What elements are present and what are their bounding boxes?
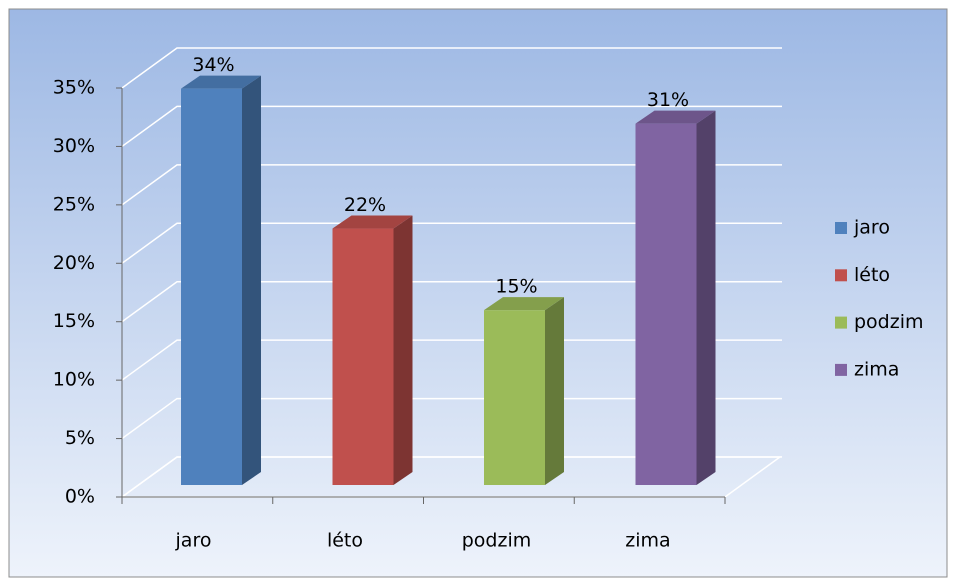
bar bbox=[181, 88, 242, 486]
y-tick-label: 0% bbox=[65, 486, 95, 508]
value-label: 15% bbox=[495, 276, 537, 298]
legend-label: podzim bbox=[854, 311, 924, 333]
value-label: 22% bbox=[344, 194, 386, 216]
y-tick-label: 35% bbox=[53, 77, 95, 99]
grid-line bbox=[121, 164, 782, 206]
bar-top bbox=[181, 75, 261, 89]
x-tick-label: podzim bbox=[462, 530, 532, 552]
y-tick-label: 10% bbox=[53, 369, 95, 391]
legend-swatch bbox=[835, 269, 847, 282]
legend-swatch bbox=[835, 316, 847, 329]
grid-line bbox=[121, 456, 782, 498]
legend-swatch bbox=[835, 222, 847, 234]
bar-top bbox=[635, 110, 716, 124]
bar-side bbox=[393, 215, 413, 486]
bar-side bbox=[242, 75, 261, 486]
grid-line bbox=[121, 397, 782, 440]
x-tick-label: léto bbox=[327, 530, 363, 552]
legend-label: jaro bbox=[853, 217, 890, 239]
grid-line bbox=[121, 280, 782, 323]
y-tick-label: 20% bbox=[53, 252, 95, 274]
bar bbox=[332, 228, 394, 486]
x-tick-label: zima bbox=[625, 530, 670, 552]
bar-top bbox=[484, 297, 564, 311]
grid-line bbox=[121, 47, 782, 89]
legend-label: léto bbox=[854, 264, 890, 286]
grid-line bbox=[121, 105, 782, 148]
bar bbox=[635, 123, 697, 485]
legend-label: zima bbox=[854, 358, 899, 380]
bar-top bbox=[332, 215, 413, 229]
grid-line bbox=[121, 222, 782, 264]
bar bbox=[484, 310, 545, 485]
chart-background bbox=[8, 8, 948, 578]
y-tick-label: 30% bbox=[53, 135, 95, 157]
y-tick-label: 5% bbox=[65, 427, 95, 449]
grid-line bbox=[121, 339, 782, 381]
y-tick-label: 25% bbox=[53, 193, 95, 215]
bar-side bbox=[696, 110, 716, 485]
legend-swatch bbox=[835, 363, 847, 376]
x-tick-label: jaro bbox=[175, 530, 212, 552]
y-tick-label: 15% bbox=[53, 310, 95, 332]
value-label: 34% bbox=[192, 54, 234, 76]
value-label: 31% bbox=[647, 89, 689, 111]
bar-side bbox=[545, 297, 564, 485]
